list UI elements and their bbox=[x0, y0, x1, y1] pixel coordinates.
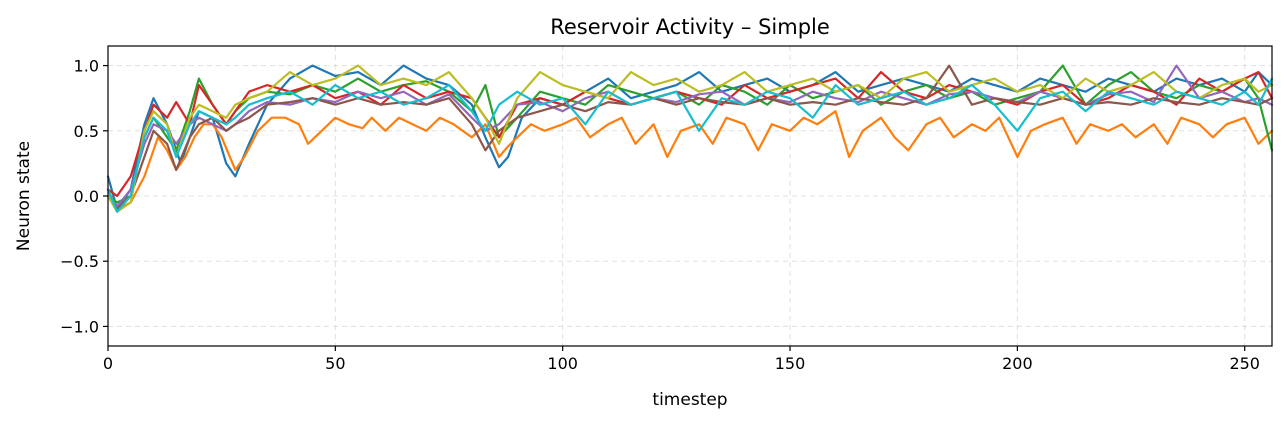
y-tick-label: 0.5 bbox=[74, 122, 99, 141]
grid-lines bbox=[107, 46, 1272, 346]
y-tick-label: −0.5 bbox=[60, 252, 99, 271]
y-tick-label: 1.0 bbox=[74, 57, 99, 76]
x-tick-label: 100 bbox=[547, 354, 578, 373]
y-tick-label: −1.0 bbox=[60, 317, 99, 336]
x-axis-ticks: 0 50 100 150 200 250 bbox=[103, 346, 1260, 373]
y-axis-ticks: −1.0 −0.5 0.0 0.5 1.0 bbox=[60, 57, 108, 336]
x-tick-label: 150 bbox=[775, 354, 806, 373]
series-line-4 bbox=[106, 71, 1274, 198]
y-tick-label: 0.0 bbox=[74, 187, 99, 206]
x-tick-label: 0 bbox=[103, 354, 113, 373]
y-axis-label: Neuron state bbox=[14, 141, 34, 251]
series-line-2 bbox=[106, 110, 1274, 211]
chart-title: Reservoir Activity – Simple bbox=[550, 15, 830, 39]
series-line-8 bbox=[106, 77, 1274, 213]
x-tick-label: 200 bbox=[1002, 354, 1033, 373]
x-tick-label: 250 bbox=[1229, 354, 1260, 373]
x-tick-label: 50 bbox=[325, 354, 345, 373]
x-axis-label: timestep bbox=[652, 390, 727, 410]
series-line-6 bbox=[106, 64, 1274, 211]
series-lines bbox=[106, 64, 1274, 213]
